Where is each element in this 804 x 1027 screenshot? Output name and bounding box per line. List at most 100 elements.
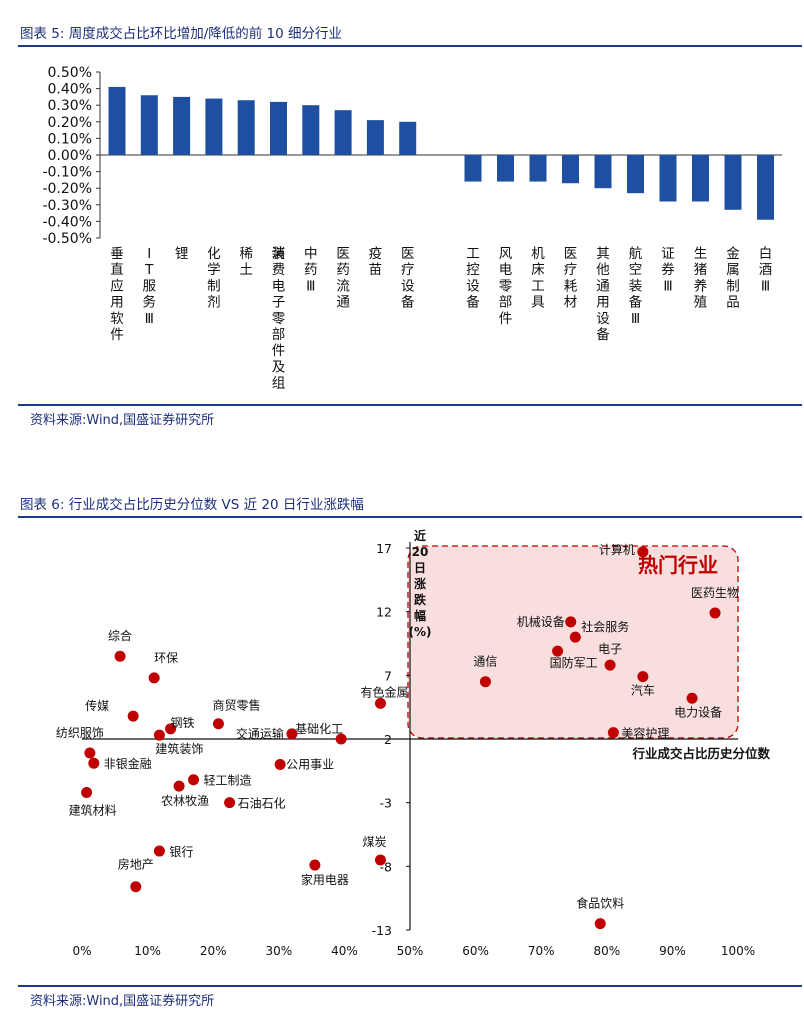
figure6-source: 资料来源:Wind,国盛证券研究所	[30, 994, 215, 1009]
scatter-point	[686, 692, 698, 704]
scatter-point	[188, 774, 200, 786]
y-tick-label: -0.10%	[42, 165, 92, 181]
scatter-point	[127, 710, 139, 722]
x-tick-label: 30%	[265, 944, 292, 958]
scatter-point	[569, 631, 581, 643]
y-tick-label: -13	[372, 923, 392, 938]
x-tick-label: 40%	[331, 944, 358, 958]
scatter-point	[604, 659, 616, 671]
x-category-label: 锂	[175, 246, 189, 262]
point-label: 机械设备	[517, 614, 565, 629]
point-label: 石油石化	[238, 797, 286, 811]
bar	[270, 101, 287, 155]
bar	[334, 110, 352, 155]
scatter-point	[374, 697, 386, 709]
point-label: 农林牧渔	[161, 794, 209, 808]
bar	[366, 120, 384, 155]
scatter-point	[81, 786, 93, 798]
scatter-point	[479, 676, 491, 688]
figure6-title: 图表 6: 行业成交占比历史分位数 VS 近 20 日行业涨跌幅	[20, 497, 364, 513]
x-category-label: 工控设备	[466, 246, 480, 311]
bar	[627, 155, 644, 194]
point-label: 房地产	[118, 857, 154, 872]
point-label: 电子	[598, 642, 622, 656]
figure6-top-rule	[18, 516, 802, 518]
x-category-label: 白酒 Ⅲ	[759, 246, 773, 294]
point-label: 建筑装饰	[155, 741, 203, 756]
x-category-label: 证券 Ⅲ	[661, 246, 675, 294]
x-category-label: 疫苗	[369, 246, 383, 278]
bar	[173, 96, 191, 155]
y-tick-label: 0.20%	[48, 115, 92, 131]
x-axis-title: 行业成交占比历史分位数	[631, 746, 770, 761]
point-label: 汽车	[631, 683, 655, 698]
x-category-label: 金属制品	[726, 246, 740, 311]
y-tick-label: 2	[384, 732, 392, 747]
x-tick-label: 80%	[593, 944, 620, 958]
bar-chart: 0.50%0.40%0.30%0.20%0.10%0.00%-0.10%-0.2…	[42, 65, 782, 392]
x-category-label: 化学制剂	[207, 246, 221, 311]
x-category-label: 机床工具	[531, 246, 545, 311]
y-tick-label: 17	[376, 541, 392, 556]
x-category-label: 医疗耗材	[564, 246, 578, 311]
scatter-point	[88, 757, 100, 769]
figure5-bottom-rule	[18, 404, 802, 406]
scatter-point	[286, 728, 298, 740]
bar	[529, 155, 547, 182]
y-tick-label: -3	[380, 796, 392, 811]
scatter-point	[84, 747, 96, 759]
figure5-source: 资料来源:Wind,国盛证券研究所	[30, 413, 215, 428]
x-tick-label: 60%	[462, 944, 489, 958]
bar	[108, 86, 126, 155]
scatter-point	[153, 845, 165, 857]
point-label: 医药生物	[691, 586, 739, 600]
x-category-label: 航空装备 Ⅲ	[629, 246, 643, 327]
hot-zone-label: 热门行业	[638, 553, 718, 577]
point-label: 商贸零售	[212, 698, 260, 713]
point-label: 建筑材料	[69, 802, 117, 817]
x-category-label: 生猪养殖	[694, 246, 708, 311]
x-tick-label: 0%	[72, 944, 91, 958]
figure5-title: 图表 5: 周度成交占比环比增加/降低的前 10 细分行业	[20, 26, 343, 42]
bar	[594, 155, 612, 189]
x-category-label: 稀土	[239, 246, 253, 278]
scatter-point	[165, 723, 177, 735]
scatter-point	[309, 859, 321, 871]
point-label: 有色金属	[360, 684, 408, 699]
y-tick-label: -0.30%	[42, 198, 92, 214]
point-label: 社会服务	[581, 619, 629, 634]
point-label: 钢铁	[171, 716, 195, 730]
scatter-point	[114, 650, 126, 662]
x-tick-label: 20%	[200, 944, 227, 958]
point-label: 纺织服饰	[56, 726, 104, 740]
x-category-label: 消费电子零部件及组装	[272, 246, 286, 392]
point-label: 环保	[154, 651, 178, 665]
y-tick-label: 0.10%	[48, 131, 92, 147]
x-category-label: 风电零部件	[499, 246, 513, 327]
x-tick-label: 90%	[659, 944, 686, 958]
point-label: 食品饮料	[576, 896, 624, 911]
y-tick-label: 7	[384, 668, 392, 683]
scatter-point	[224, 797, 236, 809]
x-tick-label: 100%	[721, 944, 755, 958]
scatter-point	[148, 672, 160, 684]
bar	[237, 100, 255, 155]
point-label: 家用电器	[301, 872, 349, 887]
bar	[205, 98, 223, 155]
scatter-point	[594, 918, 606, 930]
x-category-label: 医疗设备	[401, 246, 415, 311]
point-label: 电力设备	[674, 705, 722, 719]
scatter-point	[637, 546, 649, 558]
x-tick-label: 50%	[397, 944, 424, 958]
figure6-bottom-rule	[18, 985, 802, 987]
point-label: 基础化工	[295, 722, 343, 736]
point-label: 计算机	[599, 542, 635, 557]
point-label: 传媒	[85, 698, 109, 713]
scatter-point	[335, 733, 347, 745]
bar	[692, 155, 709, 202]
bar	[659, 155, 677, 202]
bar	[464, 155, 482, 182]
point-label: 交通运输	[236, 726, 284, 741]
point-label: 通信	[473, 655, 497, 669]
